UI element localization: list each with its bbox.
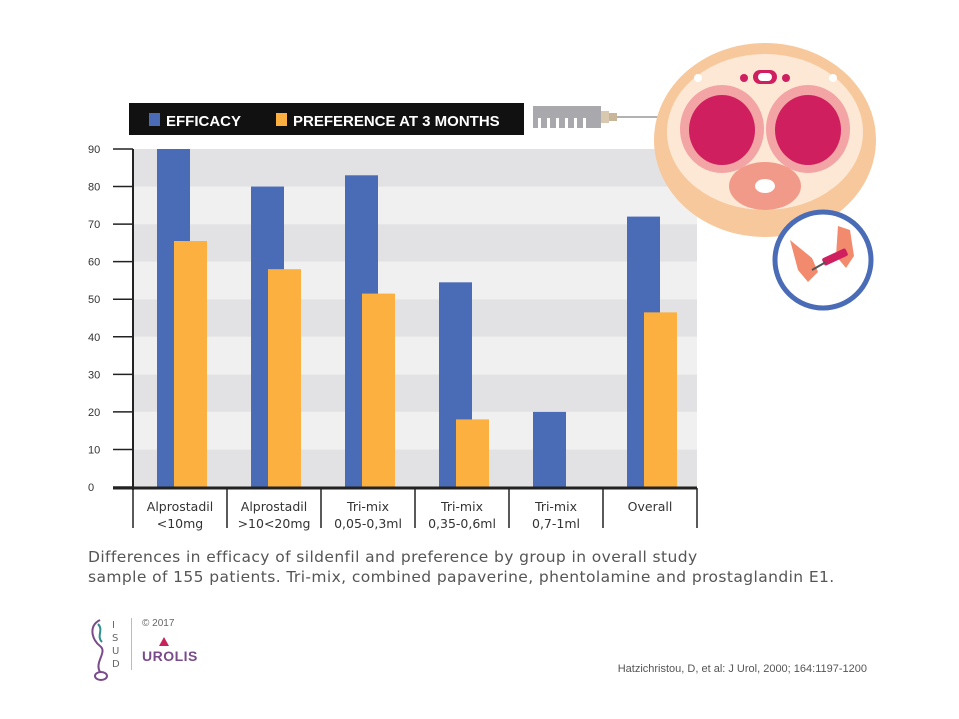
- svg-text:S: S: [112, 633, 118, 644]
- legend: EFFICACY PREFERENCE AT 3 MONTHS: [129, 103, 524, 135]
- grid-band: [133, 374, 697, 412]
- x-category-label: Tri-mix: [346, 499, 389, 514]
- bar-preference-5: [644, 312, 677, 487]
- y-tick-label: 20: [88, 407, 100, 419]
- x-category-label: 0,35-0,6ml: [428, 516, 496, 531]
- grid-band: [133, 224, 697, 262]
- hands-injection-icon: [772, 209, 874, 311]
- x-category-label: 0,05-0,3ml: [334, 516, 402, 531]
- y-tick-label: 80: [88, 182, 100, 194]
- bar-preference-3: [456, 419, 489, 487]
- caption: Differences in efficacy of sildenfil and…: [88, 547, 888, 587]
- y-tick-label: 90: [88, 144, 100, 156]
- cross-section-illustration: [654, 43, 876, 237]
- y-tick-label: 40: [88, 332, 100, 344]
- grid-band: [133, 149, 697, 187]
- x-category-label: 0,7-1ml: [532, 516, 580, 531]
- grid-band: [133, 186, 697, 225]
- y-tick-label: 10: [88, 444, 100, 456]
- isud-logo-icon: I S U D: [91, 619, 120, 681]
- x-axis-categories: Alprostadil <10mg Alprostadil >10<20mg Tri-m…: [132, 488, 698, 531]
- x-category-label: Alprostadil: [147, 499, 213, 514]
- x-category-label: Alprostadil: [241, 499, 307, 514]
- brand-name: UROLIS: [142, 648, 198, 664]
- bar-preference-2: [362, 293, 395, 487]
- copyright: © 2017: [142, 618, 175, 629]
- x-category-label: Tri-mix: [534, 499, 577, 514]
- y-tick-label: 70: [88, 219, 100, 231]
- y-tick-label: 50: [88, 294, 100, 306]
- legend-label-preference: PREFERENCE AT 3 MONTHS: [293, 113, 500, 130]
- legend-swatch-efficacy: [149, 113, 160, 126]
- bar-preference-1: [268, 269, 301, 487]
- legend-background: [129, 103, 524, 135]
- grid-band: [133, 449, 697, 487]
- citation: Hatzichristou, D, et al: J Urol, 2000; 1…: [617, 663, 867, 675]
- x-category-label: >10<20mg: [238, 516, 311, 531]
- footer-divider: [131, 618, 132, 670]
- y-tick-label: 30: [88, 369, 100, 381]
- urolis-logo-mark: [159, 637, 169, 646]
- grid-band: [133, 299, 697, 337]
- grid-band: [133, 261, 697, 300]
- axes: [113, 149, 697, 490]
- svg-text:I: I: [112, 620, 115, 631]
- caption-line-2: sample of 155 patients. Tri-mix, combine…: [88, 568, 835, 586]
- x-category-label: Tri-mix: [440, 499, 483, 514]
- x-category-label: <10mg: [157, 516, 204, 531]
- bar-efficacy-4: [533, 411, 566, 487]
- y-axis-ticks: 0 10 20 30 40 50 60 70 80 90: [88, 144, 133, 494]
- svg-text:D: D: [112, 659, 120, 670]
- bars: [157, 149, 677, 488]
- bar-preference-0: [174, 241, 207, 487]
- svg-text:U: U: [112, 646, 119, 657]
- grid-band: [133, 411, 697, 450]
- grid-bands: [133, 149, 697, 487]
- legend-label-efficacy: EFFICACY: [166, 113, 241, 130]
- x-category-label: Overall: [628, 499, 673, 514]
- grid-band: [133, 336, 697, 375]
- legend-swatch-preference: [276, 113, 287, 126]
- y-tick-label: 60: [88, 257, 100, 269]
- y-tick-label: 0: [88, 482, 94, 494]
- caption-line-1: Differences in efficacy of sildenfil and…: [88, 548, 698, 566]
